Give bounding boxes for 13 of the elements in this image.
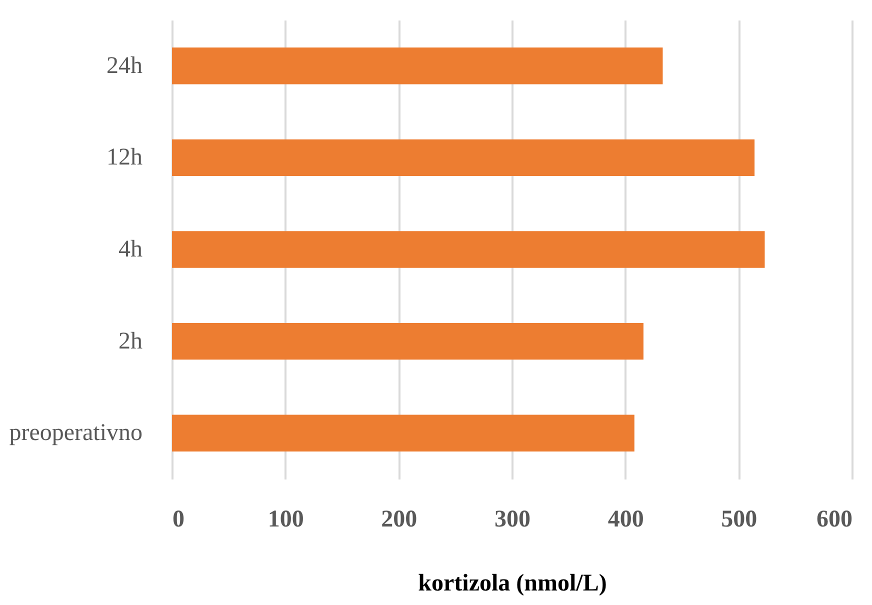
y-tick-label: 4h	[118, 236, 142, 262]
x-tick-label: 600	[816, 506, 852, 532]
x-tick-label: 0	[172, 506, 184, 532]
x-tick-label: 500	[721, 506, 758, 532]
y-tick-label: preoperativno	[9, 420, 142, 446]
x-tick-label: 100	[268, 506, 304, 532]
x-tick-label: 200	[381, 506, 418, 532]
x-tick-label: 300	[494, 506, 530, 532]
y-tick-label: 12h	[106, 144, 142, 171]
x-tick-label: 400	[608, 506, 644, 532]
x-axis-title: kortizola (nmol/L)	[418, 570, 607, 596]
y-tick-label: 24h	[106, 52, 142, 79]
y-tick-label: 2h	[118, 328, 142, 354]
